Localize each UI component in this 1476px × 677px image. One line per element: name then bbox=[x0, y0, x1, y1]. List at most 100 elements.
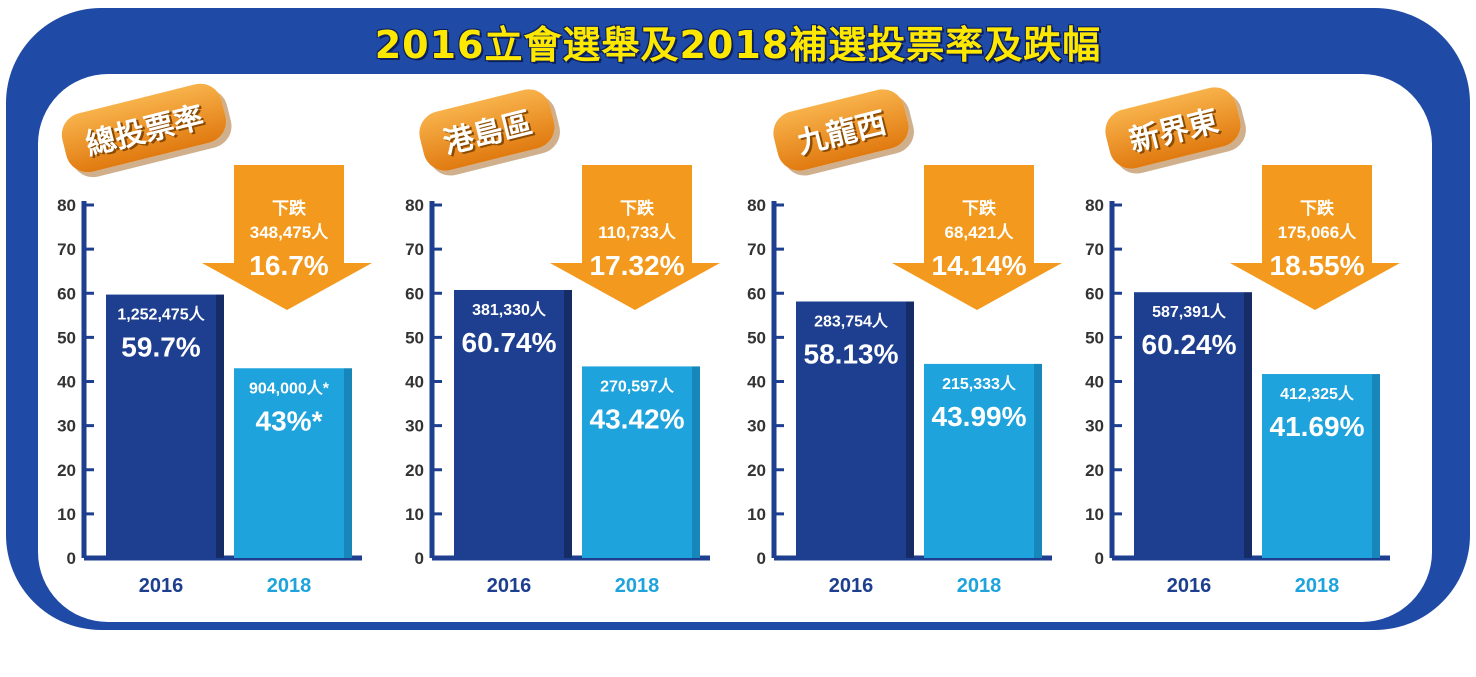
bar-2016 bbox=[454, 289, 564, 558]
bar-side-shadow bbox=[692, 366, 700, 558]
y-tick-label: 60 bbox=[1085, 284, 1104, 303]
bar-percent-label: 41.69% bbox=[1270, 411, 1365, 442]
y-tick-label: 60 bbox=[747, 284, 766, 303]
y-tick-label: 10 bbox=[57, 505, 76, 524]
y-tick-label: 10 bbox=[747, 505, 766, 524]
y-tick-label: 80 bbox=[1085, 196, 1104, 215]
bar-count-label: 1,252,475人 bbox=[117, 306, 205, 324]
y-tick-label: 0 bbox=[415, 549, 424, 568]
bar-side-shadow bbox=[1034, 363, 1042, 558]
y-tick-label: 50 bbox=[747, 328, 766, 347]
y-tick-label: 20 bbox=[57, 461, 76, 480]
bar-2016 bbox=[106, 294, 216, 558]
bar-count-label: 270,597人 bbox=[600, 377, 675, 395]
decline-arrow bbox=[892, 165, 1062, 310]
y-tick-label: 0 bbox=[757, 549, 766, 568]
bar-percent-label: 43%* bbox=[256, 405, 323, 436]
y-tick-label: 30 bbox=[405, 417, 424, 436]
bar-2018 bbox=[924, 363, 1034, 558]
y-tick-label: 30 bbox=[1085, 417, 1104, 436]
decline-count: 110,733人 bbox=[598, 223, 677, 242]
y-tick-label: 30 bbox=[747, 417, 766, 436]
x-category-label: 2018 bbox=[267, 575, 312, 597]
y-tick-label: 70 bbox=[57, 240, 76, 259]
decline-label: 下跌 bbox=[962, 199, 997, 219]
bar-2016 bbox=[796, 301, 906, 558]
decline-label: 下跌 bbox=[1300, 199, 1335, 219]
decline-arrow bbox=[550, 165, 720, 310]
decline-percent: 18.55% bbox=[1270, 250, 1365, 281]
y-tick-label: 30 bbox=[57, 417, 76, 436]
decline-percent: 14.14% bbox=[932, 250, 1027, 281]
bar-chart-svg: 0 10 20 30 40 50 60 70 80 1,252,475人 59.7% 2016 904,… bbox=[57, 165, 372, 597]
y-tick-label: 80 bbox=[405, 196, 424, 215]
bar-2018 bbox=[234, 368, 344, 558]
x-category-label: 2018 bbox=[1295, 575, 1340, 597]
y-tick-label: 80 bbox=[57, 196, 76, 215]
y-tick-label: 40 bbox=[1085, 373, 1104, 392]
bar-percent-label: 59.7% bbox=[121, 332, 200, 363]
y-tick-label: 60 bbox=[57, 284, 76, 303]
x-category-label: 2018 bbox=[615, 575, 660, 597]
bar-count-label: 283,754人 bbox=[814, 313, 889, 331]
page-title: 2016立會選舉及2018補選投票率及跌幅 bbox=[374, 23, 1102, 67]
y-tick-label: 70 bbox=[1085, 240, 1104, 259]
y-tick-label: 20 bbox=[405, 461, 424, 480]
chart-panel-4: 新界東 0 10 20 30 40 50 60 70 80 587,391人 60.24% 2016 41… bbox=[1085, 80, 1435, 620]
bar-percent-label: 43.99% bbox=[932, 401, 1027, 432]
y-tick-label: 40 bbox=[405, 373, 424, 392]
footnote-source: 資料來源：選舉事務處 bbox=[1080, 637, 1270, 657]
bar-percent-label: 43.42% bbox=[590, 403, 685, 434]
bar-percent-label: 60.74% bbox=[462, 327, 557, 358]
bar-count-label: 587,391人 bbox=[1152, 303, 1227, 321]
y-tick-label: 10 bbox=[405, 505, 424, 524]
bar-percent-label: 60.24% bbox=[1142, 329, 1237, 360]
y-tick-label: 60 bbox=[405, 284, 424, 303]
bar-percent-label: 58.13% bbox=[804, 339, 899, 370]
footnote-estimate: *選管會約數 bbox=[135, 637, 241, 657]
footnote-note: 註：今屆投票人數未計算白票及廢票 bbox=[510, 637, 814, 657]
bar-count-label: 412,325人 bbox=[1280, 385, 1355, 403]
bar-count-label: 904,000人* bbox=[249, 379, 330, 397]
y-tick-label: 70 bbox=[747, 240, 766, 259]
x-category-label: 2016 bbox=[829, 575, 874, 597]
chart-panel-1: 總投票率 0 10 20 30 40 50 60 70 80 1,252,475人 59.7% 2016… bbox=[57, 79, 407, 620]
y-tick-label: 20 bbox=[1085, 461, 1104, 480]
decline-arrow bbox=[1230, 165, 1400, 310]
bar-side-shadow bbox=[216, 294, 224, 558]
y-tick-label: 40 bbox=[57, 373, 76, 392]
y-tick-label: 50 bbox=[405, 328, 424, 347]
x-category-label: 2016 bbox=[487, 575, 532, 597]
decline-label: 下跌 bbox=[272, 199, 307, 219]
y-tick-label: 50 bbox=[57, 328, 76, 347]
y-tick-label: 70 bbox=[405, 240, 424, 259]
decline-count: 175,066人 bbox=[1278, 223, 1357, 242]
x-category-label: 2016 bbox=[139, 575, 184, 597]
decline-arrow bbox=[202, 165, 372, 310]
bar-side-shadow bbox=[906, 301, 914, 558]
bar-count-label: 215,333人 bbox=[942, 375, 1017, 393]
bar-chart-svg: 0 10 20 30 40 50 60 70 80 381,330人 60.74% 2016 270,5… bbox=[405, 165, 720, 597]
decline-percent: 16.7% bbox=[249, 250, 328, 281]
y-tick-label: 40 bbox=[747, 373, 766, 392]
bar-side-shadow bbox=[344, 368, 352, 558]
y-tick-label: 0 bbox=[1095, 549, 1104, 568]
bar-chart-svg: 0 10 20 30 40 50 60 70 80 587,391人 60.24% 2016 412,3… bbox=[1085, 165, 1400, 597]
decline-percent: 17.32% bbox=[590, 250, 685, 281]
bar-side-shadow bbox=[1244, 292, 1252, 558]
y-tick-label: 50 bbox=[1085, 328, 1104, 347]
y-tick-label: 10 bbox=[1085, 505, 1104, 524]
x-category-label: 2016 bbox=[1167, 575, 1212, 597]
decline-count: 68,421人 bbox=[945, 223, 1015, 242]
y-tick-label: 80 bbox=[747, 196, 766, 215]
bar-2018 bbox=[582, 366, 692, 558]
bar-side-shadow bbox=[1372, 374, 1380, 558]
bar-2018 bbox=[1262, 374, 1372, 558]
chart-panel-3: 九龍西 0 10 20 30 40 50 60 70 80 283,754人 58.13% 2016 21… bbox=[747, 80, 1097, 620]
bar-chart-svg: 0 10 20 30 40 50 60 70 80 283,754人 58.13% 2016 215,3… bbox=[747, 165, 1062, 597]
x-category-label: 2018 bbox=[957, 575, 1002, 597]
y-tick-label: 0 bbox=[67, 549, 76, 568]
bar-side-shadow bbox=[564, 289, 572, 558]
bar-count-label: 381,330人 bbox=[472, 301, 547, 319]
decline-count: 348,475人 bbox=[250, 223, 329, 242]
